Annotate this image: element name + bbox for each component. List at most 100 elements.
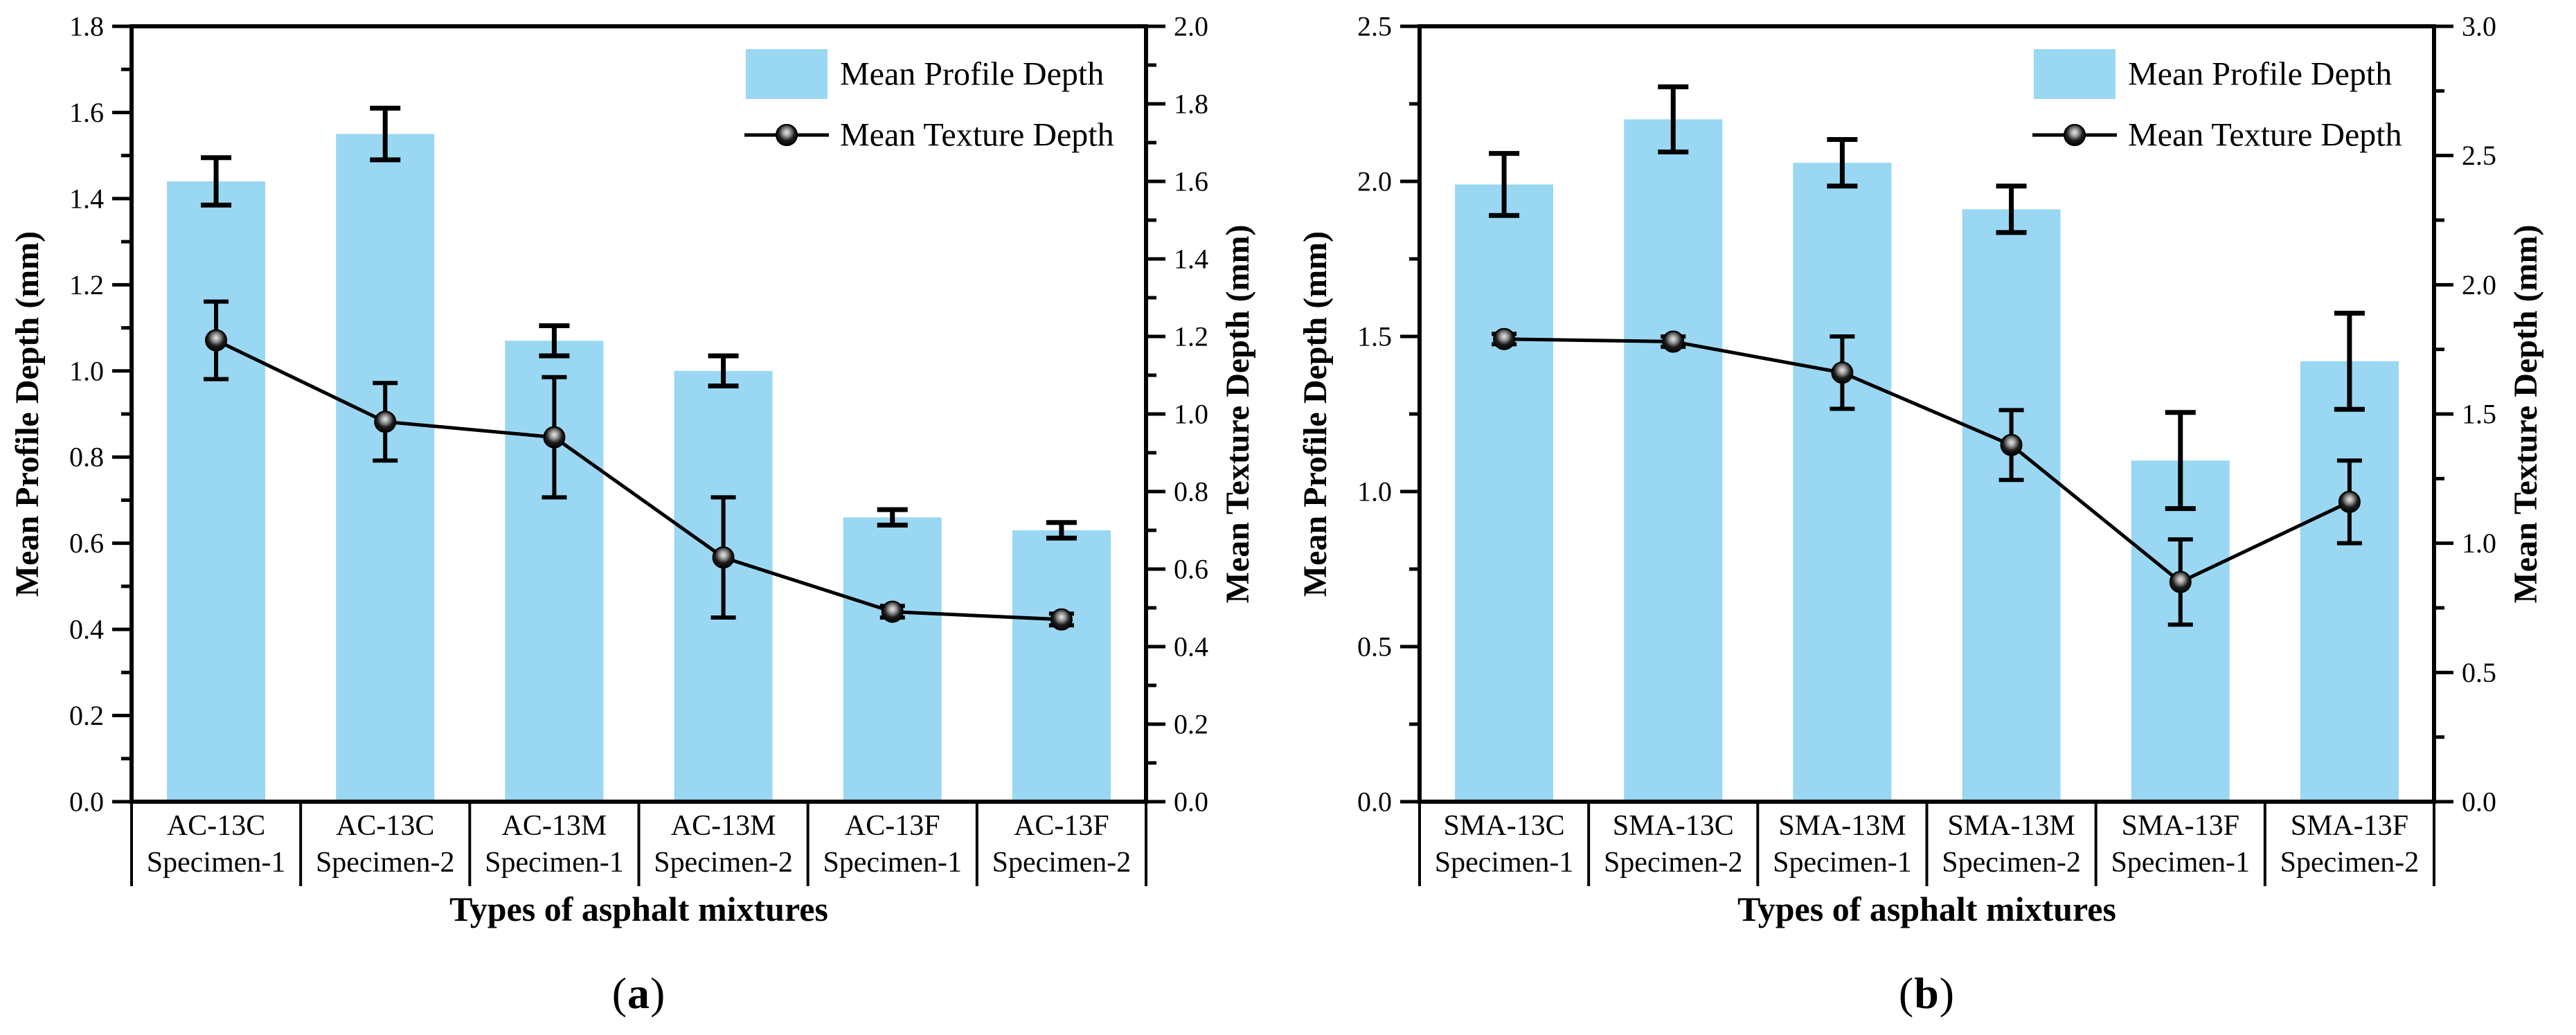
y-tick-label: 0.5 bbox=[1357, 631, 1392, 663]
line-marker bbox=[881, 600, 904, 623]
y-tick-label: 1.5 bbox=[1357, 321, 1392, 352]
line-marker bbox=[712, 546, 735, 569]
bar-error-bars bbox=[201, 105, 1077, 541]
y-tick-label: 2.0 bbox=[1357, 166, 1392, 197]
y-tick-label: 0.5 bbox=[2462, 657, 2496, 688]
legend: Mean Profile Depth Mean Texture Depth bbox=[2032, 49, 2402, 154]
chart-b-svg: 0.0 0.5 1.0 1.5 2.0 2.5 0.0 0.5 1.0 1.5 2.0 2.5 3.0 S… bbox=[1297, 11, 2544, 929]
y-tick-label: 0.0 bbox=[2462, 786, 2496, 818]
y-tick-label: 0.0 bbox=[69, 786, 104, 818]
line-marker bbox=[1493, 327, 1516, 350]
y-axis-title-left: Mean Profile Depth (mm) bbox=[1297, 231, 1334, 597]
category-label-line2: Specimen-2 bbox=[1604, 847, 1743, 879]
category-label-line1: SMA-13M bbox=[1778, 810, 1906, 842]
y-tick-label: 0.8 bbox=[69, 442, 104, 473]
mean-texture-depth-line bbox=[1504, 337, 2350, 584]
category-label-line1: AC-13C bbox=[167, 810, 265, 842]
y-tick-label: 2.0 bbox=[1174, 11, 1208, 42]
y-tick-label: 0.8 bbox=[1174, 476, 1208, 507]
category-label-line2: Specimen-2 bbox=[1942, 847, 2081, 879]
mean-texture-depth-line bbox=[215, 339, 1062, 622]
bar bbox=[2131, 460, 2230, 802]
bar bbox=[1962, 209, 2061, 802]
category-label-line1: AC-13M bbox=[671, 810, 776, 842]
bar bbox=[1012, 530, 1111, 802]
category-label-line2: Specimen-2 bbox=[654, 847, 793, 879]
x-axis: SMA-13C Specimen-1 SMA-13C Specimen-2 SMA-13… bbox=[1418, 802, 2435, 928]
legend-label: Mean Profile Depth bbox=[840, 56, 1104, 93]
legend-swatch-mean-profile-depth bbox=[2034, 49, 2116, 99]
y-tick-label: 1.0 bbox=[2462, 528, 2496, 559]
line-markers bbox=[205, 329, 1073, 631]
caption-b-letter: b bbox=[1914, 969, 1940, 1018]
y-tick-label: 0.4 bbox=[69, 614, 104, 645]
category-label-line2: Specimen-2 bbox=[316, 847, 455, 879]
category-label-line1: SMA-13M bbox=[1947, 810, 2075, 842]
y-axis-title-right: Mean Texture Depth (mm) bbox=[1219, 224, 1256, 603]
y-tick-label: 1.8 bbox=[69, 11, 104, 42]
caption-b-close: ) bbox=[1939, 969, 1956, 1018]
line-error-bars bbox=[1492, 332, 2362, 627]
legend-marker bbox=[2064, 124, 2086, 146]
line-marker bbox=[2000, 433, 2023, 456]
category-label-line2: Specimen-1 bbox=[2111, 847, 2250, 879]
legend-marker bbox=[776, 124, 798, 146]
y-tick-label: 0.6 bbox=[69, 528, 104, 559]
category-label-line1: SMA-13C bbox=[1613, 810, 1734, 842]
chart-panel-b: 0.0 0.5 1.0 1.5 2.0 2.5 0.0 0.5 1.0 1.5 2.0 2.5 3.0 S… bbox=[1288, 0, 2576, 1035]
y-tick-label: 0.0 bbox=[1357, 786, 1392, 818]
y-axis-left: 0.0 0.2 0.4 0.6 0.8 1.0 1.2 1.4 1.6 1.8 bbox=[69, 11, 132, 818]
y-tick-label: 1.4 bbox=[1174, 244, 1208, 275]
line-marker bbox=[205, 329, 228, 352]
category-label-line2: Specimen-1 bbox=[485, 847, 624, 879]
y-tick-label: 0.6 bbox=[1174, 554, 1208, 585]
legend: Mean Profile Depth Mean Texture Depth bbox=[744, 49, 1114, 154]
y-tick-label: 0.2 bbox=[1174, 709, 1208, 740]
y-axis-title-left: Mean Profile Depth (mm) bbox=[9, 231, 46, 597]
bar bbox=[1793, 163, 1892, 802]
x-axis-title: Types of asphalt mixtures bbox=[449, 890, 828, 928]
bar bbox=[2300, 361, 2399, 802]
y-tick-label: 1.2 bbox=[1174, 321, 1208, 352]
chart-panel-a: 0.0 0.2 0.4 0.6 0.8 1.0 1.2 1.4 1.6 1.8 0.0 0.2 0.4 0… bbox=[0, 11, 1278, 1019]
y-tick-label: 1.5 bbox=[2462, 399, 2496, 430]
bar bbox=[167, 181, 266, 802]
category-label-line2: Specimen-1 bbox=[1773, 847, 1912, 879]
y-tick-label: 1.4 bbox=[69, 183, 104, 214]
y-tick-label: 0.2 bbox=[69, 700, 104, 731]
y-axis-left: 0.0 0.5 1.0 1.5 2.0 2.5 bbox=[1357, 11, 1420, 818]
line-marker bbox=[1831, 361, 1854, 384]
y-tick-label: 1.6 bbox=[69, 97, 104, 128]
x-axis: AC-13C Specimen-1 AC-13C Specimen-2 AC-13M Sp… bbox=[130, 802, 1147, 928]
y-tick-label: 2.5 bbox=[1357, 11, 1392, 42]
bar bbox=[336, 134, 435, 802]
category-label-line2: Specimen-1 bbox=[1435, 847, 1574, 879]
category-label-line1: SMA-13F bbox=[2122, 810, 2239, 842]
y-tick-label: 1.0 bbox=[1357, 476, 1392, 507]
caption-a-letter: a bbox=[627, 969, 650, 1018]
line-marker bbox=[1050, 608, 1073, 631]
caption-b-open: ( bbox=[1898, 969, 1915, 1018]
line-markers bbox=[1493, 327, 2361, 593]
caption-a: (a) bbox=[0, 968, 1278, 1019]
legend-label: Mean Profile Depth bbox=[2128, 56, 2392, 93]
category-label-line2: Specimen-1 bbox=[147, 847, 286, 879]
y-tick-label: 1.6 bbox=[1174, 166, 1208, 197]
y-tick-label: 1.2 bbox=[69, 269, 104, 300]
caption-a-open: ( bbox=[611, 969, 627, 1018]
caption-a-close: ) bbox=[650, 969, 666, 1018]
category-label-line2: Specimen-1 bbox=[823, 847, 962, 879]
category-label-line1: AC-13C bbox=[336, 810, 434, 842]
line-marker bbox=[2338, 490, 2361, 513]
y-tick-label: 1.8 bbox=[1174, 89, 1208, 120]
bar bbox=[1455, 184, 1554, 802]
chart-a-svg: 0.00.20.40.60.81.01.21.41.61.80.00.20.40… bbox=[9, 11, 1256, 929]
y-tick-label: 1.0 bbox=[69, 355, 104, 386]
y-tick-label: 0.0 bbox=[1174, 786, 1208, 818]
x-axis-title: Types of asphalt mixtures bbox=[1737, 890, 2116, 928]
line-marker bbox=[374, 411, 397, 433]
category-label-line1: SMA-13F bbox=[2291, 810, 2408, 842]
bar bbox=[1624, 119, 1723, 802]
legend-label: Mean Texture Depth bbox=[2128, 117, 2402, 154]
